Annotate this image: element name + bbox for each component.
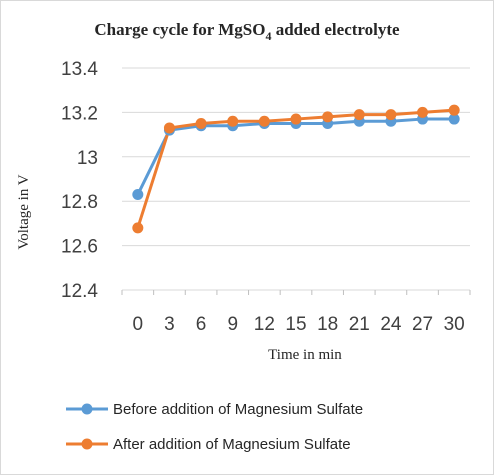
y-tick-label: 13.4 [61,59,98,80]
x-tick-label: 21 [349,314,370,335]
x-axis-ticks: 0 3 6 9 12 15 18 21 24 27 30 [121,290,471,335]
data-point-series-2 [163,122,175,134]
x-tick-label: 9 [227,314,238,335]
data-point-series-2 [195,118,207,129]
data-point-series-2 [258,115,270,127]
data-point-series-2 [132,222,144,234]
legend-marker-1 [81,403,93,415]
x-tick-label: 12 [254,314,275,335]
x-tick-label: 30 [444,314,465,335]
legend-label-1: Before addition of Magnesium Sulfate [113,401,363,418]
data-point-series-2 [353,109,365,121]
chart-title-subscript: 4 [265,29,271,43]
y-tick-label: 13 [77,148,98,169]
y-tick-label: 12.4 [61,281,98,302]
x-tick-label: 6 [196,314,207,335]
x-axis-title: Time in min [268,347,342,363]
y-tick-label: 13.2 [61,103,98,124]
gridlines [122,67,470,291]
y-tick-label: 12.6 [61,237,98,258]
data-point-series-2 [417,106,429,118]
x-tick-label: 24 [380,314,402,335]
legend: Before addition of Magnesium Sulfate Afte… [66,401,363,453]
x-tick-label: 3 [164,314,175,335]
data-point-series-2 [448,104,460,116]
legend-marker-2 [81,438,93,450]
y-axis-ticks: 12.4 12.6 12.8 13 13.2 13.4 [61,59,98,302]
x-tick-label: 27 [412,314,433,335]
chart-title: Charge cycle for MgSO4 added electrolyte [94,20,400,43]
chart-title-prefix: Charge cycle for MgSO [94,20,265,39]
x-tick-label: 18 [317,314,338,335]
legend-label-2: After addition of Magnesium Sulfate [113,436,351,453]
data-point-series-1 [132,189,144,201]
data-point-series-2 [227,115,239,127]
data-point-series-2 [290,113,302,125]
x-tick-label: 15 [285,314,306,335]
y-tick-label: 12.8 [61,192,98,213]
chart-title-suffix: added electrolyte [271,20,400,39]
series-points [132,104,460,234]
data-point-series-2 [385,109,397,121]
x-tick-label: 0 [133,314,144,335]
y-axis-title: Voltage in V [16,174,32,249]
data-point-series-2 [322,111,334,123]
data-point-series-1 [448,113,460,125]
